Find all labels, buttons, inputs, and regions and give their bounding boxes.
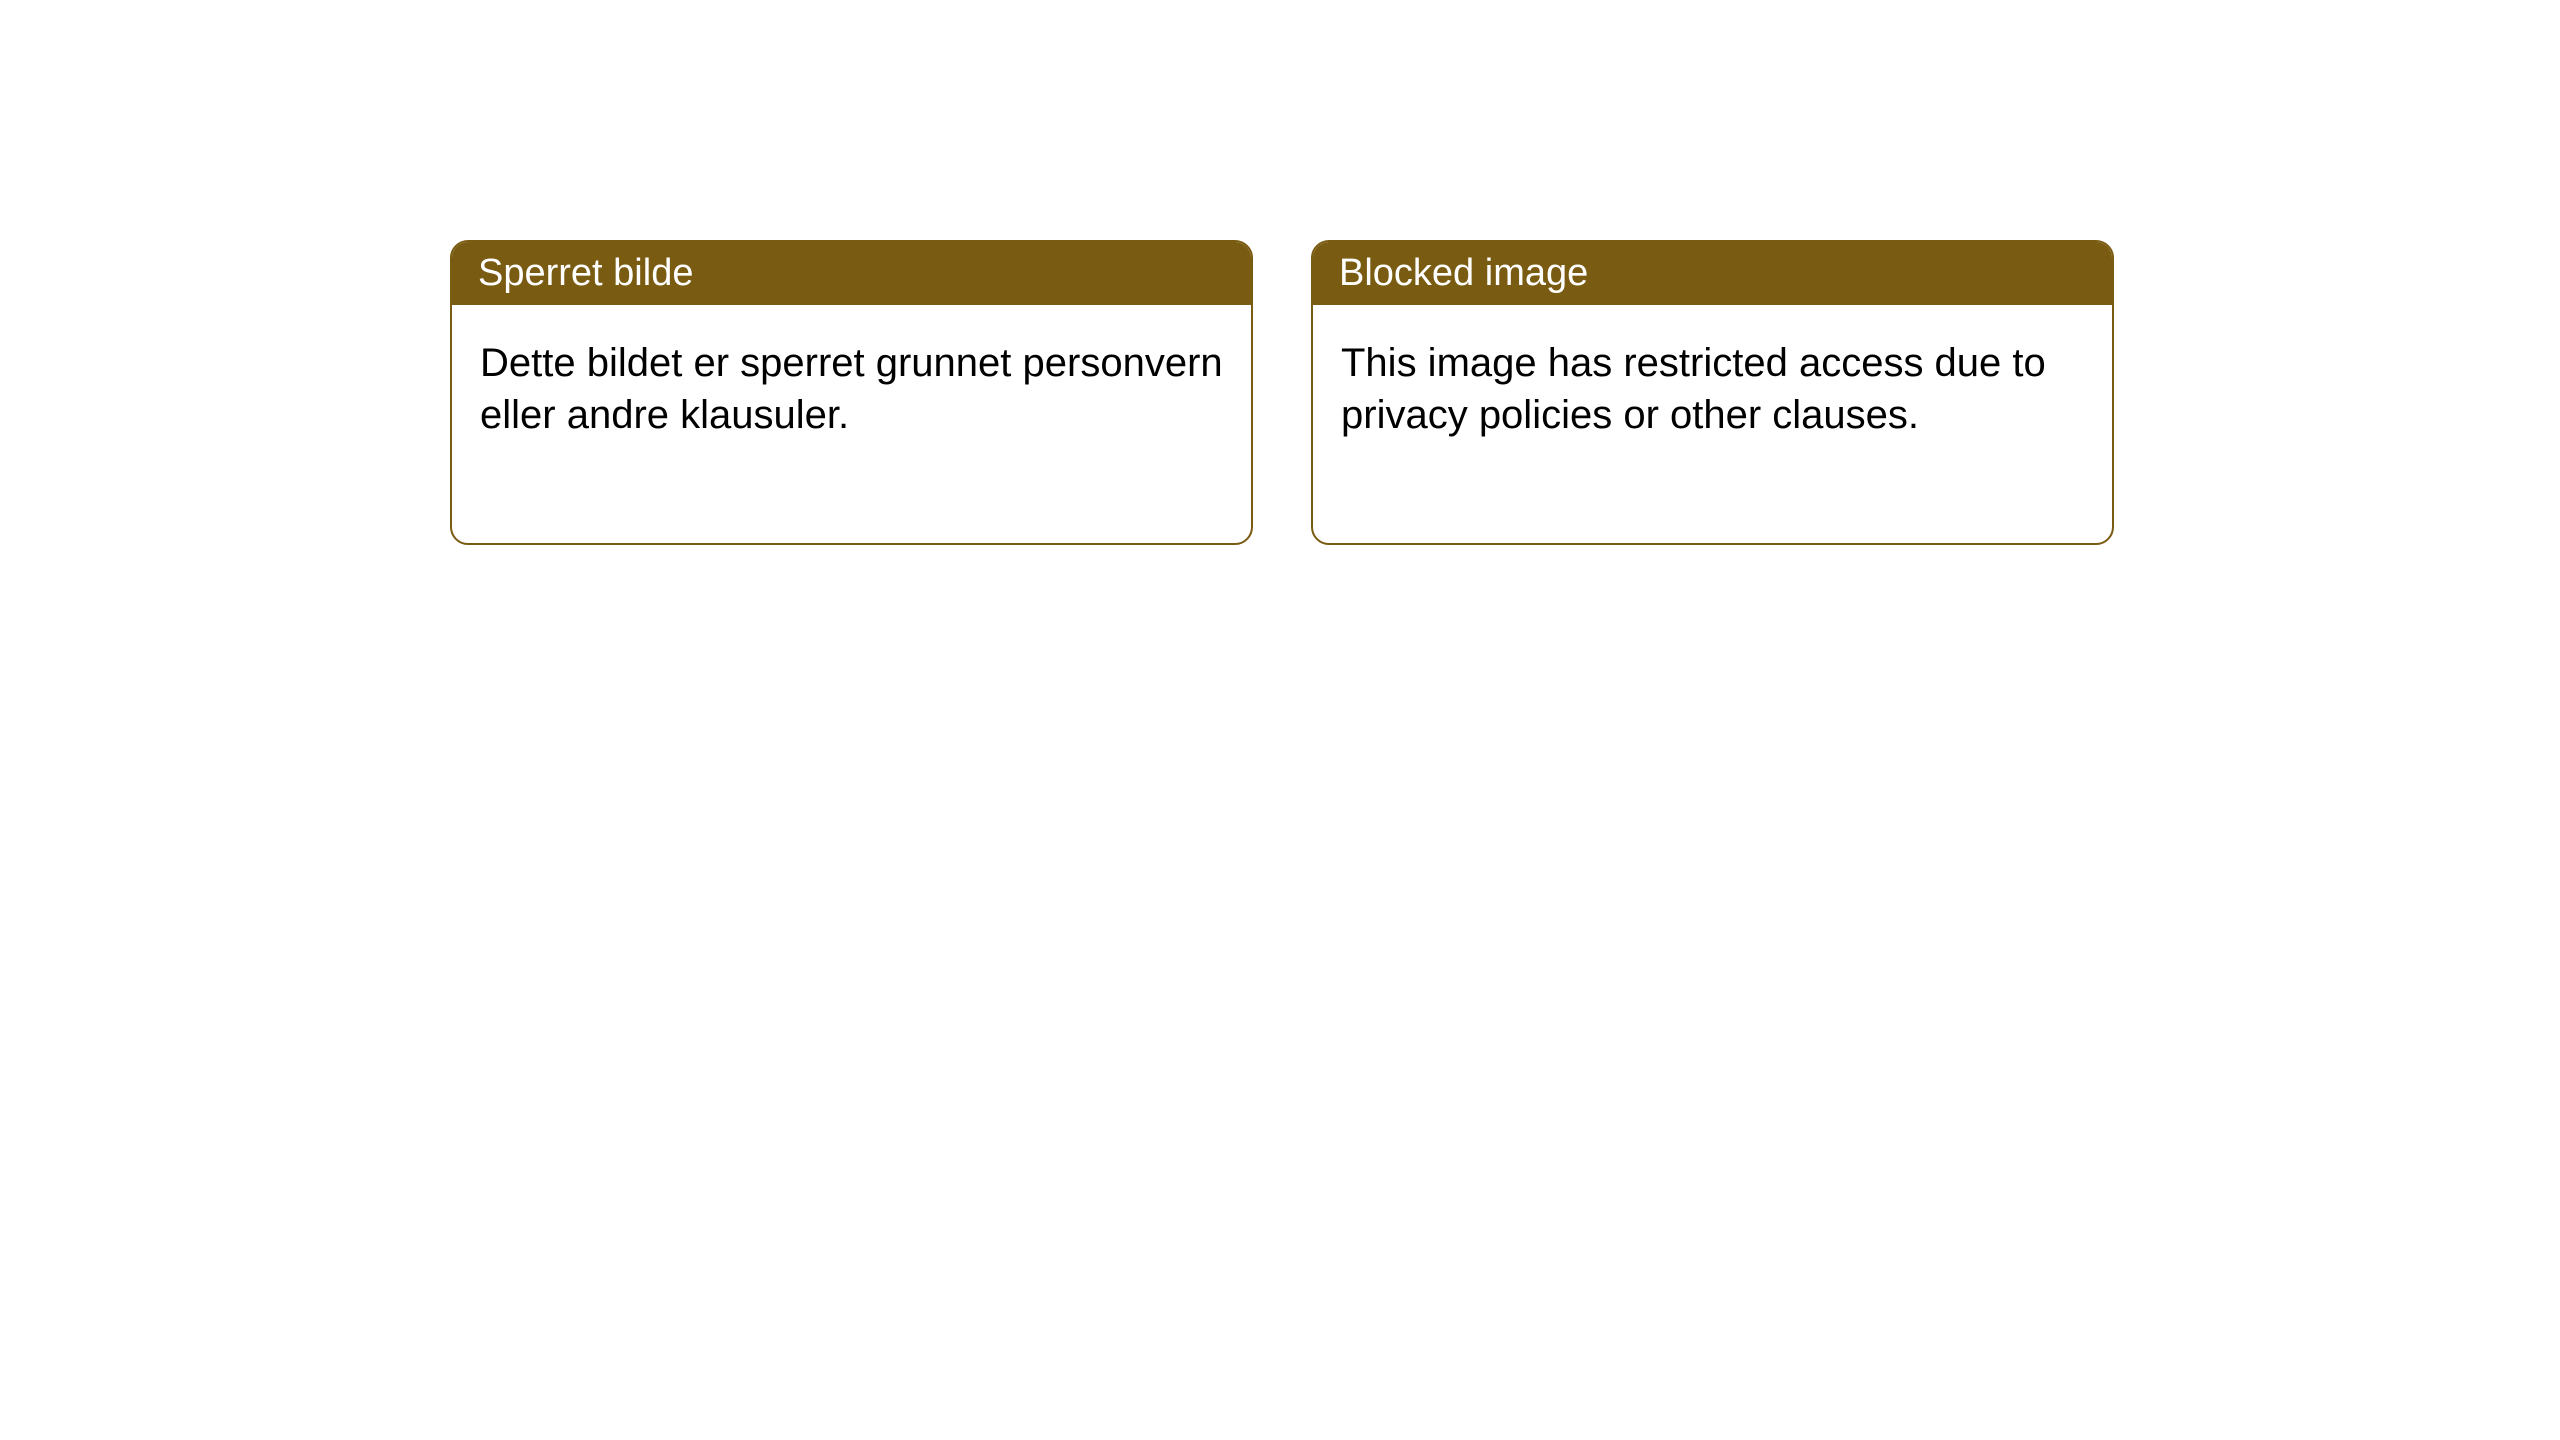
notice-body: Dette bildet er sperret grunnet personve… [452, 305, 1251, 543]
notice-card-norwegian: Sperret bilde Dette bildet er sperret gr… [450, 240, 1253, 545]
notice-header: Sperret bilde [452, 242, 1251, 305]
notice-header: Blocked image [1313, 242, 2112, 305]
notice-card-english: Blocked image This image has restricted … [1311, 240, 2114, 545]
notice-body: This image has restricted access due to … [1313, 305, 2112, 543]
notice-container: Sperret bilde Dette bildet er sperret gr… [0, 0, 2560, 545]
